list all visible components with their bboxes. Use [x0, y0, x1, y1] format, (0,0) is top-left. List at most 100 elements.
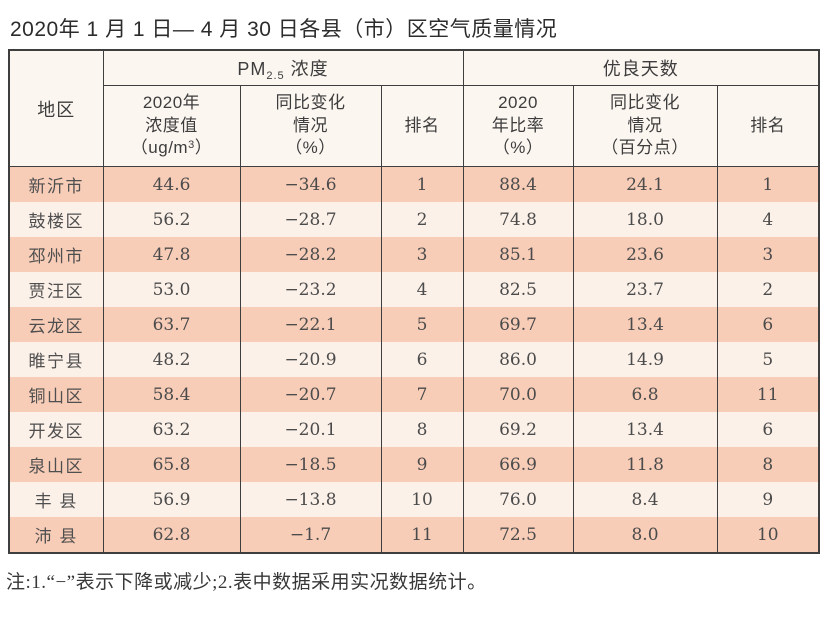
- table-row: 睢宁县 48.2 −20.9 6 86.0 14.9 5: [8, 342, 820, 377]
- region-cell: 铜山区: [8, 377, 104, 412]
- header-sub-row: 2020年 浓度值 （ug/m3） 同比变化 情况 （%） 排名 2020 年比…: [9, 85, 820, 167]
- days-change-cell: 13.4: [572, 412, 718, 447]
- pm-value-cell: 44.6: [102, 166, 241, 202]
- days-change-cell: 14.9: [572, 342, 718, 377]
- air-quality-table: 地区 PM2.5 浓度 优良天数 2020年 浓度值 （ug/m3） 同比变化 …: [8, 49, 821, 554]
- pm-change-cell: −28.7: [239, 202, 382, 237]
- region-cell: 贾汪区: [8, 272, 104, 307]
- pm-subscript: 2.5: [266, 70, 285, 82]
- pm-value-cell: 65.8: [102, 447, 241, 482]
- region-column-header: 地区: [8, 50, 104, 167]
- table-row: 开发区 63.2 −20.1 8 69.2 13.4 6: [8, 412, 820, 447]
- table-row: 云龙区 63.7 −22.1 5 69.7 13.4 6: [8, 307, 820, 342]
- pm-value-cell: 63.7: [102, 307, 241, 342]
- pm-rank-cell: 6: [380, 342, 464, 377]
- pm-label-suffix: 浓度: [284, 59, 329, 79]
- days-change-cell: 23.7: [572, 272, 718, 307]
- days-change-cell: 8.0: [572, 517, 718, 553]
- days-rank-cell: 11: [716, 377, 820, 412]
- pm-change-cell: −34.6: [239, 166, 382, 202]
- pm-rank-cell: 4: [380, 272, 464, 307]
- table-body: 新沂市 44.6 −34.6 1 88.4 24.1 1 鼓楼区 56.2 −28.7 2 74.8 1…: [8, 166, 820, 553]
- pm-change-cell: −1.7: [239, 517, 382, 553]
- pm-rank-cell: 10: [380, 482, 464, 517]
- pm-value-cell: 48.2: [102, 342, 241, 377]
- pm-rank-cell: 5: [380, 307, 464, 342]
- table-row: 泉山区 65.8 −18.5 9 66.9 11.8 8: [8, 447, 820, 482]
- cubic-superscript: 3: [188, 139, 195, 152]
- pm-rank-cell: 2: [380, 202, 464, 237]
- days-rank-cell: 6: [716, 307, 820, 342]
- pm-value-cell: 53.0: [102, 272, 241, 307]
- pm-rank-cell: 9: [380, 447, 464, 482]
- good-days-group-header: 优良天数: [462, 50, 820, 86]
- pm-value-cell: 62.8: [102, 517, 241, 553]
- region-cell: 沛 县: [8, 517, 104, 553]
- pm-concentration-group-header: PM2.5 浓度: [102, 50, 464, 86]
- region-cell: 丰 县: [8, 482, 104, 517]
- pm-rank-cell: 11: [380, 517, 464, 553]
- region-cell: 睢宁县: [8, 342, 104, 377]
- table-row: 邳州市 47.8 −28.2 3 85.1 23.6 3: [8, 237, 820, 272]
- days-rank-column-header: 排名: [716, 85, 820, 167]
- concentration-header-line1: 2020年: [142, 93, 201, 113]
- page-title: 2020年 1 月 1 日— 4 月 30 日各县（市）区空气质量情况: [10, 18, 558, 41]
- region-cell: 新沂市: [8, 166, 104, 202]
- pm-value-cell: 56.2: [102, 202, 241, 237]
- table-header: 地区 PM2.5 浓度 优良天数 2020年 浓度值 （ug/m3） 同比变化 …: [8, 50, 820, 167]
- table-row: 丰 县 56.9 −13.8 10 76.0 8.4 9: [8, 482, 820, 517]
- pm-change-cell: −23.2: [239, 272, 382, 307]
- pm-rank-cell: 3: [380, 237, 464, 272]
- pm-rank-cell: 1: [380, 166, 464, 202]
- concentration-column-header: 2020年 浓度值 （ug/m3）: [102, 85, 241, 167]
- pm-change-cell: −28.2: [239, 237, 382, 272]
- pm-value-cell: 56.9: [102, 482, 241, 517]
- table-row: 贾汪区 53.0 −23.2 4 82.5 23.7 2: [8, 272, 820, 307]
- days-rank-cell: 1: [716, 166, 820, 202]
- pm-label: PM: [237, 59, 267, 79]
- region-cell: 开发区: [8, 412, 104, 447]
- days-rank-cell: 3: [716, 237, 820, 272]
- days-change-cell: 23.6: [572, 237, 718, 272]
- ratio-cell: 69.7: [462, 307, 574, 342]
- concentration-header-unit: （ug/m3）: [130, 138, 213, 158]
- ratio-cell: 70.0: [462, 377, 574, 412]
- days-change-cell: 11.8: [572, 447, 718, 482]
- pm-rank-column-header: 排名: [380, 85, 464, 167]
- pm-change-column-header: 同比变化 情况 （%）: [239, 85, 382, 167]
- days-rank-cell: 5: [716, 342, 820, 377]
- ratio-cell: 85.1: [462, 237, 574, 272]
- ratio-cell: 74.8: [462, 202, 574, 237]
- days-rank-cell: 8: [716, 447, 820, 482]
- region-cell: 云龙区: [8, 307, 104, 342]
- days-rank-cell: 6: [716, 412, 820, 447]
- ratio-cell: 82.5: [462, 272, 574, 307]
- ratio-cell: 72.5: [462, 517, 574, 553]
- pm-value-cell: 47.8: [102, 237, 241, 272]
- pm-change-cell: −20.7: [239, 377, 382, 412]
- days-rank-cell: 4: [716, 202, 820, 237]
- pm-change-cell: −20.9: [239, 342, 382, 377]
- days-rank-cell: 2: [716, 272, 820, 307]
- table-row: 沛 县 62.8 −1.7 11 72.5 8.0 10: [8, 517, 820, 553]
- table-row: 铜山区 58.4 −20.7 7 70.0 6.8 11: [8, 377, 820, 412]
- days-change-cell: 18.0: [572, 202, 718, 237]
- days-change-column-header: 同比变化 情况 （百分点）: [572, 85, 718, 167]
- ratio-cell: 69.2: [462, 412, 574, 447]
- table-row: 鼓楼区 56.2 −28.7 2 74.8 18.0 4: [8, 202, 820, 237]
- days-change-cell: 6.8: [572, 377, 718, 412]
- pm-rank-cell: 7: [380, 377, 464, 412]
- days-change-cell: 8.4: [572, 482, 718, 517]
- ratio-column-header: 2020 年比率 （%）: [462, 85, 574, 167]
- pm-value-cell: 63.2: [102, 412, 241, 447]
- ratio-cell: 66.9: [462, 447, 574, 482]
- days-rank-cell: 10: [716, 517, 820, 553]
- concentration-header-line2: 浓度值: [145, 115, 198, 135]
- pm-rank-cell: 8: [380, 412, 464, 447]
- pm-value-cell: 58.4: [102, 377, 241, 412]
- pm-change-cell: −18.5: [239, 447, 382, 482]
- ratio-cell: 86.0: [462, 342, 574, 377]
- region-cell: 泉山区: [8, 447, 104, 482]
- footnote: 注:1.“−”表示下降或减少;2.表中数据采用实况数据统计。: [6, 572, 487, 593]
